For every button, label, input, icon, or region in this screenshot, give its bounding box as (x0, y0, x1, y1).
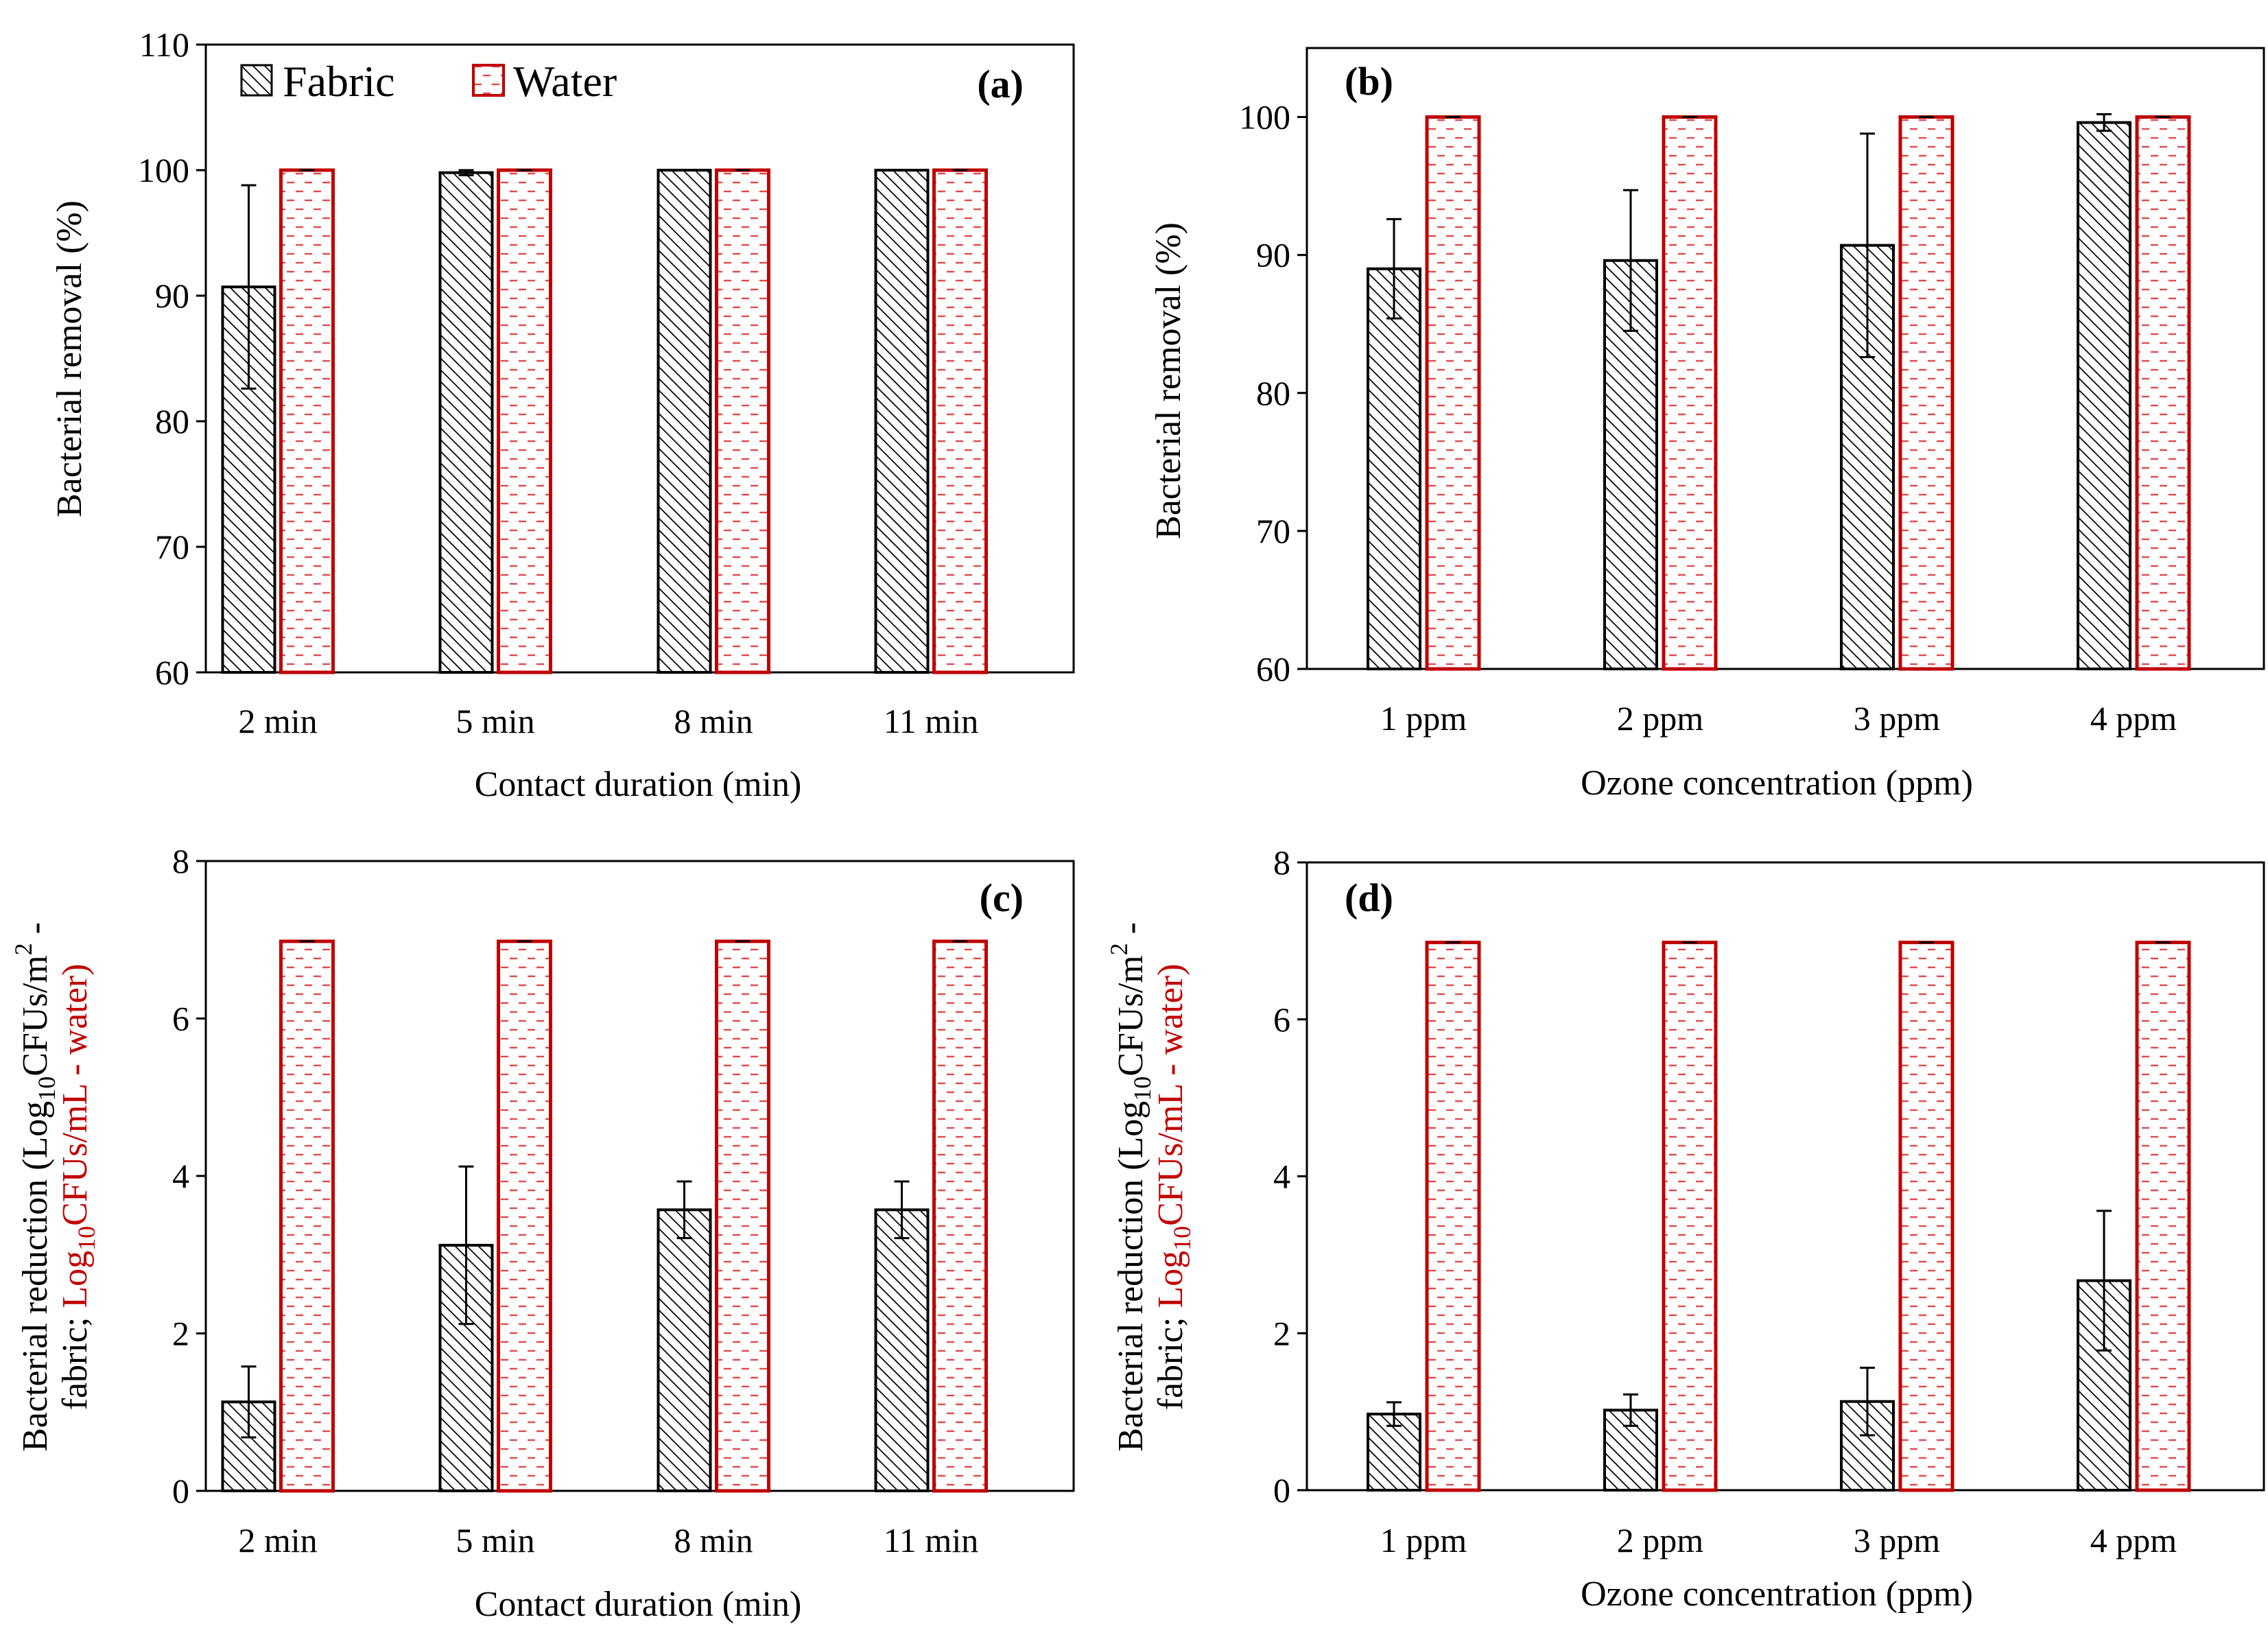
panel-c-x-tick-label: 2 min (238, 1521, 317, 1559)
panel-b-plot-frame (1306, 47, 2265, 670)
panel-c-y-axis-title-line2: fabric; Log10CFUs/mL - water) (56, 964, 100, 1411)
panel-b-label: (b) (1345, 59, 1393, 104)
panel-a-x-axis-title: Contact duration (min) (475, 765, 802, 804)
panel-d-y-axis-title-line2: fabric; Log10CFUs/mL - water) (1151, 964, 1196, 1411)
panel-a-label: (a) (977, 62, 1024, 106)
panel-d-y-tick-label: 6 (1273, 1000, 1290, 1039)
panel-b-x-axis-title: Ozone concentration (ppm) (1581, 764, 1973, 803)
panel-c-fabric-bar (657, 1208, 712, 1493)
panel-d: (d) Bacterial reduction (Log10CFUs/m2 - … (1105, 861, 2265, 1614)
legend-water-swatch (472, 64, 505, 97)
panel-d-y-tick-label: 8 (1273, 843, 1290, 882)
panel-c-x-tick-label: 8 min (674, 1521, 753, 1559)
panel-a-x-tick-label: 11 min (884, 702, 978, 740)
panel-c-x-axis-title: Contact duration (min) (475, 1585, 802, 1624)
panel-c-y-axis-title-line1: Bacterial reduction (Log10CFUs/m2 - (10, 922, 60, 1452)
panel-a-fabric-bar (657, 169, 712, 674)
panel-c-fabric-bar (874, 1208, 930, 1493)
panel-b-fabric-bar (1367, 267, 1421, 670)
panel-a-y-axis-title: Bacterial removal (%) (50, 200, 89, 517)
panel-c-y-tick-label: 8 (172, 842, 189, 880)
panel-c-y-tick-label: 4 (172, 1157, 189, 1195)
panel-a-water-bar (932, 168, 988, 674)
panel-c-marks: 0 2 4 6 8 2 min 5 min 8 min 11 min (172, 842, 988, 1559)
panel-b-x-tick-label: 4 ppm (2090, 699, 2177, 738)
panel-c-water-bar (932, 939, 988, 1493)
panel-c-y-tick-label: 6 (172, 1000, 189, 1038)
panel-b: (b) Bacterial removal (%) Ozone concentr… (1149, 47, 2265, 803)
panel-c-y-tick-label: 2 (172, 1315, 189, 1353)
panel-d-water-bar (1662, 941, 1718, 1492)
panel-b-x-tick-label: 3 ppm (1854, 699, 1941, 738)
panel-a-x-tick-label: 2 min (238, 702, 317, 740)
panel-c-y-tick-label: 0 (172, 1472, 189, 1510)
panel-a-water-bar (497, 168, 552, 674)
panel-b-y-axis-title: Bacterial removal (%) (1149, 222, 1188, 539)
panel-b-water-bar (2135, 115, 2191, 671)
panel-b-x-tick-label: 2 ppm (1617, 699, 1704, 738)
panel-a-legend: Fabric Water (240, 57, 617, 106)
panel-a-x-tick-label: 5 min (456, 702, 534, 740)
panel-a-water-bar (279, 168, 335, 674)
panel-d-x-axis-title: Ozone concentration (ppm) (1581, 1575, 1973, 1614)
panel-c-water-bar (497, 939, 552, 1493)
panel-c-label: (c) (980, 875, 1024, 920)
panel-d-y-tick-label: 4 (1273, 1157, 1290, 1196)
panel-a: Fabric Water (a) Bacterial removal (%) C… (50, 43, 1075, 804)
panel-d-water-bar (2135, 941, 2191, 1492)
panel-d-y-tick-label: 0 (1273, 1471, 1290, 1509)
panel-d-y-tick-label: 2 (1273, 1314, 1290, 1352)
panel-a-fabric-bar (874, 169, 930, 674)
panel-c-y-axis-title: Bacterial reduction (Log10CFUs/m2 - fabr… (10, 922, 100, 1452)
legend-water-label: Water (513, 57, 617, 106)
panel-b-y-tick-label: 100 (1239, 98, 1290, 137)
panel-d-water-bar (1425, 941, 1481, 1492)
panel-d-y-axis-title: Bacterial reduction (Log10CFUs/m2 - fabr… (1105, 922, 1196, 1452)
panel-b-water-bar (1898, 115, 1954, 671)
panel-a-water-bar (715, 168, 770, 674)
panel-b-marks: 60 70 80 90 100 1 ppm 2 ppm 3 ppm 4 ppm (1239, 98, 2191, 738)
panel-d-water-bar (1898, 941, 1954, 1492)
legend-fabric-label: Fabric (283, 57, 395, 106)
panel-d-label: (d) (1345, 875, 1393, 920)
panel-b-y-tick-label: 90 (1256, 236, 1290, 274)
panel-d-marks: 0 2 4 6 8 1 ppm 2 ppm 3 ppm 4 ppm (1273, 843, 2191, 1559)
panel-d-x-tick-label: 1 ppm (1380, 1521, 1467, 1559)
panel-a-y-tick-label: 110 (139, 25, 189, 64)
panel-c-x-tick-label: 11 min (884, 1521, 978, 1559)
panel-a-y-tick-label: 100 (138, 151, 189, 189)
panel-c-water-bar (715, 939, 770, 1493)
panel-b-water-bar (1425, 115, 1481, 671)
panel-c-x-tick-label: 5 min (456, 1521, 534, 1559)
panel-b-water-bar (1662, 115, 1718, 671)
panel-b-y-tick-label: 70 (1256, 512, 1290, 550)
panel-a-plot-frame (204, 43, 1075, 674)
panel-b-y-tick-label: 60 (1256, 650, 1290, 688)
panel-d-y-axis-title-line1: Bacterial reduction (Log10CFUs/m2 - (1105, 922, 1156, 1452)
panel-a-y-tick-label: 90 (155, 276, 189, 315)
panel-b-y-tick-label: 80 (1256, 374, 1290, 412)
panel-c: (c) Bacterial reduction (Log10CFUs/m2 - … (10, 860, 1075, 1624)
panel-a-y-tick-label: 70 (155, 528, 189, 566)
panel-a-x-tick-label: 8 min (674, 702, 753, 740)
panel-b-fabric-bar (2077, 121, 2131, 671)
panel-d-x-tick-label: 2 ppm (1617, 1521, 1704, 1559)
panel-d-x-tick-label: 3 ppm (1854, 1521, 1941, 1559)
panel-a-fabric-bar (438, 171, 494, 674)
panel-a-marks: 60 70 80 90 100 110 2 min 5 min 8 min 11 min (138, 25, 988, 740)
panel-c-water-bar (279, 939, 335, 1493)
panel-a-y-tick-label: 80 (155, 402, 189, 440)
panel-a-y-tick-label: 60 (155, 653, 189, 692)
panel-b-x-tick-label: 1 ppm (1380, 699, 1467, 738)
legend-fabric-swatch (240, 64, 273, 97)
panel-d-x-tick-label: 4 ppm (2090, 1521, 2177, 1559)
